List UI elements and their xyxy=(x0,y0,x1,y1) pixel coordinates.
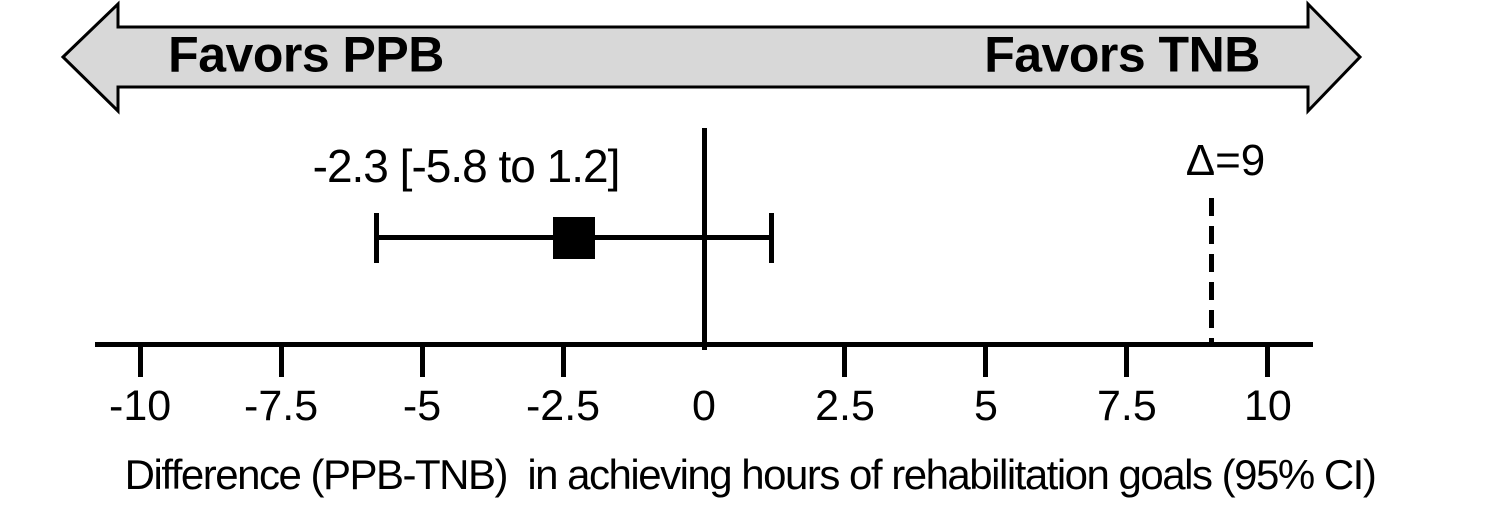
direction-arrow-banner: Favors PPB Favors TNB xyxy=(0,0,1500,115)
axis-tick-label: 0 xyxy=(692,382,716,430)
axis-tick xyxy=(842,345,848,377)
axis-tick-label: 7.5 xyxy=(1097,382,1157,430)
axis-tick-label: -5 xyxy=(402,382,442,430)
axis-tick xyxy=(137,345,143,377)
axis-tick xyxy=(1265,345,1271,377)
delta-dashed-line xyxy=(1209,198,1214,345)
axis-tick xyxy=(1124,345,1130,377)
ci-lower-cap xyxy=(374,213,380,263)
x-axis-title: Difference (PPB-TNB) in achieving hours … xyxy=(124,451,1377,498)
axis-tick-label: -7.5 xyxy=(244,382,319,430)
double-arrow-shape xyxy=(60,0,1363,115)
axis-tick-label: -2.5 xyxy=(525,382,601,430)
double-arrow-icon xyxy=(60,0,1363,115)
axis-tick-label: 2.5 xyxy=(815,382,875,430)
ci-upper-cap xyxy=(769,213,775,263)
axis-tick xyxy=(560,345,566,377)
point-estimate-marker xyxy=(553,217,596,259)
x-axis-line xyxy=(95,342,1313,347)
axis-tick-label: -10 xyxy=(109,382,172,430)
delta-label: Δ=9 xyxy=(1185,136,1266,185)
axis-tick xyxy=(419,345,425,377)
axis-tick-label: 10 xyxy=(1243,382,1292,430)
axis-tick xyxy=(983,345,989,377)
estimate-ci-label: -2.3 [-5.8 to 1.2] xyxy=(312,140,621,192)
favors-tnb-label: Favors TNB xyxy=(984,26,1260,83)
favors-ppb-label: Favors PPB xyxy=(168,26,444,83)
axis-tick-label: 5 xyxy=(973,382,998,430)
axis-tick xyxy=(278,345,284,377)
